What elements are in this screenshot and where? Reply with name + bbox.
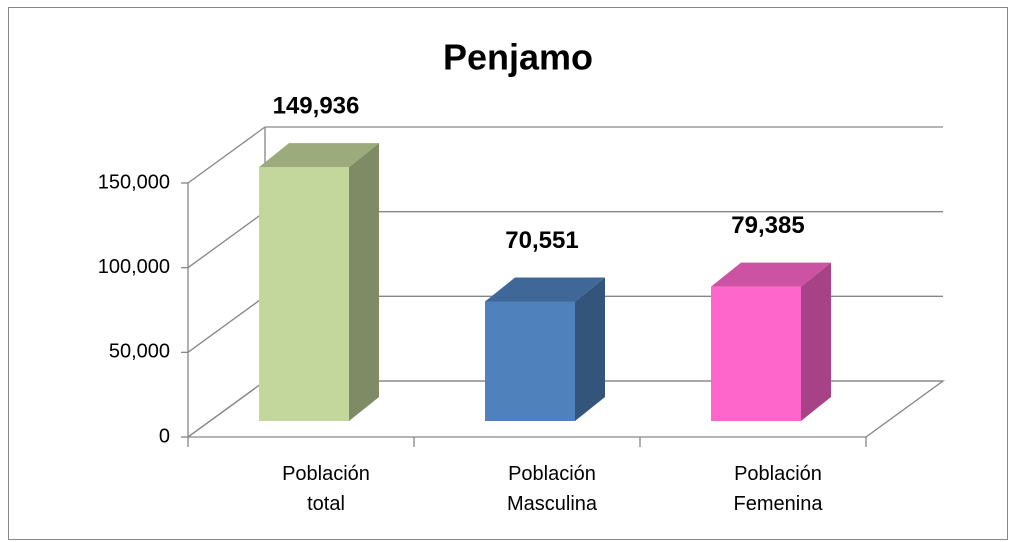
value-label: 79,385 [731,212,804,239]
y-tick-label: 100,000 [98,256,170,278]
bar-top [711,262,831,287]
x-tick-label: Población total [282,463,370,515]
bar-front [259,167,349,421]
bar-side [801,262,831,421]
grid-line [187,126,266,184]
chart-frame [8,7,1008,540]
y-tick-label: 0 [159,425,170,447]
grid-line [187,211,266,269]
bar-front [485,301,575,421]
bar-top [259,143,379,168]
bar-side [349,143,379,421]
bar-top [485,277,605,302]
grid-line [187,380,266,438]
chart-title: Penjamo [443,37,593,78]
x-tick-label: Población Femenina [733,463,823,515]
bar [711,262,831,421]
bar-side [575,277,605,421]
y-tick-label: 50,000 [109,341,170,363]
bar [259,143,379,421]
y-tick-label: 150,000 [98,171,170,193]
grid-line [187,295,266,353]
value-label: 70,551 [505,227,578,254]
bar-front [711,286,801,421]
bar [485,277,605,421]
value-label: 149,936 [273,92,360,119]
x-tick-label: Población Masculina [506,463,598,515]
